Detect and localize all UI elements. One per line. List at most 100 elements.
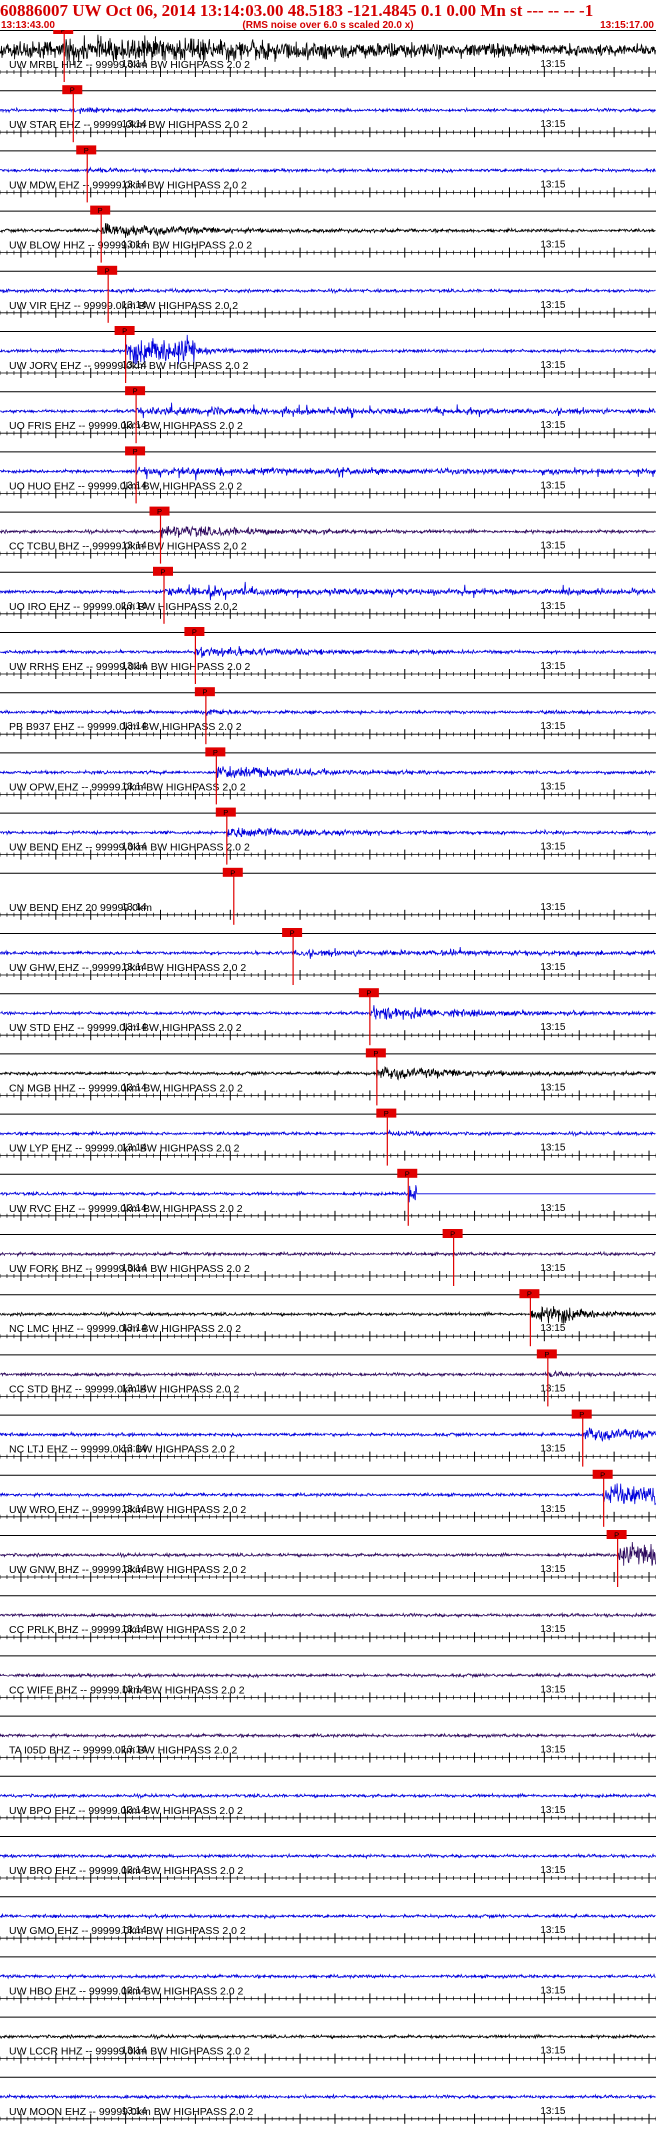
tick-label: 13:14 [122, 1444, 147, 1455]
tick-label: 13:14 [122, 721, 147, 732]
seismogram-plot: 13:14 13:15 UW MRBL HHZ -- 99999.0km BW HI… [0, 30, 656, 2124]
tick-label: 13:15 [540, 962, 565, 973]
trace-label: UW OPW EHZ -- 99999.0km BW HIGHPASS 2.0 … [9, 781, 246, 793]
trace-row: 13:14 13:15 UO FRIS EHZ -- 99999.0km BW HI… [0, 386, 656, 444]
waveform-trace [0, 946, 656, 959]
pick-label: P [192, 628, 197, 637]
trace-label: UW VIR EHZ -- 99999.0km BW HIGHPASS 2.0 … [9, 300, 238, 312]
tick-label: 13:15 [540, 842, 565, 853]
tick-label: 13:15 [540, 1263, 565, 1274]
tick-label: 13:15 [540, 1805, 565, 1816]
trace-row: 13:14 13:15 CC TCBU BHZ -- 99999.0km BW HI… [0, 506, 656, 564]
tick-label: 13:15 [540, 781, 565, 792]
trace-row: 13:14 13:15 UW RVC EHZ -- 99999.0km BW HIG… [0, 1168, 656, 1226]
rms-scale-note: (RMS noise over 6.0 s scaled 20.0 x) [242, 20, 414, 31]
end-time-label: 13:15:17.00 [600, 20, 654, 31]
waveform-trace [0, 466, 656, 481]
trace-row: 13:14 13:15 UO IRO EHZ -- 99999.0km BW HIG… [0, 566, 656, 624]
tick-label: 13:14 [122, 1263, 147, 1274]
tick-label: 13:15 [540, 360, 565, 371]
tick-label: 13:15 [540, 1865, 565, 1876]
trace-label: CC WIFE BHZ -- 99999.0km BW HIGHPASS 2.0… [9, 1684, 245, 1696]
pick-flag [397, 1168, 418, 1178]
waveform-trace [0, 106, 656, 114]
waveform-trace [0, 1250, 656, 1258]
tick-label: 13:15 [540, 1504, 565, 1515]
pick-label: P [105, 266, 110, 275]
waveform-trace [0, 1369, 656, 1378]
pick-label: P [133, 447, 138, 456]
tick-label: 13:15 [540, 1684, 565, 1695]
trace-row: 13:14 13:15 UW BPO EHZ -- 99999.0km BW HIG… [0, 1775, 656, 1823]
tick-label: 13:15 [540, 1624, 565, 1635]
waveform-trace [0, 1672, 656, 1679]
trace-row: 13:14 13:15 UW GNW BHZ -- 99999.0km BW HIG… [0, 1530, 656, 1587]
tick-label: 13:15 [540, 2046, 565, 2057]
tick-label: 13:14 [122, 360, 147, 371]
trace-label: UO FRIS EHZ -- 99999.0km BW HIGHPASS 2.0… [9, 420, 243, 432]
tick-label: 13:15 [540, 300, 565, 311]
trace-label: UW JORV EHZ -- 99999.0km BW HIGHPASS 2.0… [9, 360, 249, 372]
trace-row: 13:14 13:15 UO HUO EHZ -- 99999.0km BW HIG… [0, 446, 656, 504]
pick-flag [519, 1289, 540, 1299]
waveform-trace [0, 287, 656, 295]
tick-label: 13:14 [122, 601, 147, 612]
trace-row: 13:14 13:15 TA I05D BHZ -- 99999.0km BW HI… [0, 1715, 656, 1763]
waveform-trace [0, 334, 656, 365]
trace-label: UW RVC EHZ -- 99999.0km BW HIGHPASS 2.0 … [9, 1203, 243, 1215]
tick-label: 13:14 [122, 1684, 147, 1695]
pick-flag [90, 205, 111, 215]
tick-label: 13:15 [540, 1143, 565, 1154]
trace-row: 13:14 13:15 UW RRHS EHZ -- 99999.0km BW HI… [0, 627, 656, 684]
waveform-trace [0, 525, 656, 539]
trace-label: UW MOON EHZ -- 99999.0km BW HIGHPASS 2.0… [9, 2106, 253, 2118]
waveform-trace [0, 1066, 656, 1081]
start-time-label: 13:13:43.00 [1, 20, 55, 31]
trace-row: 13:14 13:15 UW BEND EHZ -- 99999.0km BW HI… [0, 807, 656, 865]
tick-label: 13:15 [540, 59, 565, 70]
waveform-trace [0, 708, 656, 716]
tick-label: 13:14 [122, 661, 147, 672]
pick-label: P [579, 1410, 584, 1419]
trace-label: UO IRO EHZ -- 99999.0km BW HIGHPASS 2.0 … [9, 601, 238, 613]
waveform-trace [0, 223, 656, 238]
trace-row: 13:14 13:15 UW STD EHZ -- 99999.0km BW HIG… [0, 988, 656, 1046]
pick-flag [62, 85, 83, 95]
trace-label: UO HUO EHZ -- 99999.0km BW HIGHPASS 2.0 … [9, 480, 242, 492]
trace-row: 13:14 13:15 UW MRBL HHZ -- 99999.0km BW HI… [0, 30, 656, 82]
waveform-trace [0, 166, 656, 174]
tick-label: 13:15 [540, 721, 565, 732]
trace-row: 13:14 13:15 CC WIFE BHZ -- 99999.0km BW HI… [0, 1655, 656, 1703]
pick-flag [153, 566, 173, 576]
tick-label: 13:15 [540, 902, 565, 913]
tick-label: 13:14 [122, 962, 147, 973]
trace-label: NC LMC HHZ -- 99999.0km BW HIGHPASS 2.0 … [9, 1323, 241, 1335]
trace-row: 13:14 13:15 UW BEND EHZ 20 99999.0km P [0, 867, 656, 925]
trace-label: CC STD BHZ -- 99999.0km BW HIGHPASS 2.0 … [9, 1383, 239, 1395]
tick-label: 13:15 [540, 661, 565, 672]
pick-flag [282, 928, 303, 937]
trace-label: UW LCCR HHZ -- 99999.0km BW HIGHPASS 2.0… [9, 2046, 250, 2058]
tick-label: 13:14 [122, 1745, 147, 1756]
trace-label: UW GNW BHZ -- 99999.0km BW HIGHPASS 2.0 … [9, 1564, 246, 1576]
trace-label: UW GMO EHZ -- 99999.0km BW HIGHPASS 2.0 … [9, 1925, 246, 1937]
waveform-trace [0, 1541, 656, 1566]
tick-label: 13:14 [122, 1022, 147, 1033]
tick-label: 13:14 [122, 1985, 147, 1996]
pick-flag [125, 446, 146, 456]
pick-label: P [527, 1290, 532, 1299]
trace-row: 13:14 13:15 UW GMO EHZ -- 99999.0km BW HIG… [0, 1896, 656, 1944]
trace-row: 13:14 13:15 UW OPW EHZ -- 99999.0km BW HIG… [0, 747, 656, 805]
trace-label: UW LYP EHZ -- 99999.0km BW HIGHPASS 2.0 … [9, 1143, 240, 1155]
tick-label: 13:15 [540, 119, 565, 130]
tick-label: 13:14 [122, 1805, 147, 1816]
tick-label: 13:15 [540, 1444, 565, 1455]
tick-label: 13:14 [122, 1323, 147, 1334]
trace-row: 13:14 13:15 UW GHW EHZ -- 99999.0km BW HIG… [0, 928, 656, 985]
trace-row: 13:14 13:15 UW JORV EHZ -- 99999.0km BW HI… [0, 326, 656, 383]
waveform-trace [0, 1185, 656, 1203]
pick-label: P [202, 688, 207, 697]
tick-label: 13:14 [122, 1203, 147, 1214]
pick-label: P [61, 30, 66, 35]
tick-label: 13:14 [122, 2106, 147, 2117]
